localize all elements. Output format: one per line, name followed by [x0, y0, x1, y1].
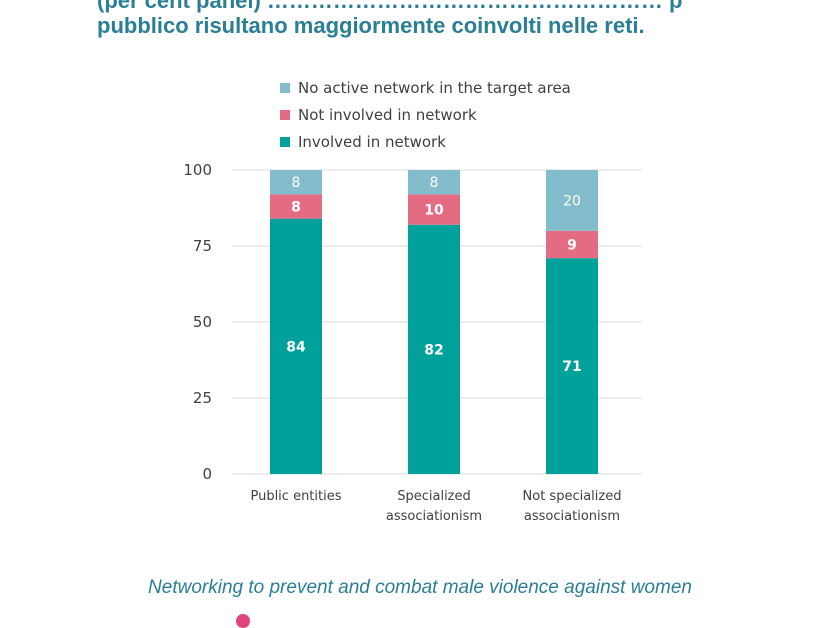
legend-entry: No active network in the target area: [298, 79, 571, 97]
x-axis-ticks: Public entities Specialized associationism…: [250, 489, 621, 524]
bar-segment: [408, 170, 460, 195]
bar-segment: [408, 224, 460, 474]
y-tick-label: 0: [202, 465, 212, 483]
stacked-bar-chart: 0 25 50 75 100 84 8 8 82 10 8 71 9 20 Public entitie…: [183, 79, 642, 524]
y-tick-label: 50: [193, 313, 212, 331]
data-label: 20: [563, 193, 581, 209]
y-tick-label: 100: [183, 161, 212, 179]
bar-segment: [270, 218, 322, 474]
data-label: 8: [291, 199, 301, 215]
legend-swatch: [280, 83, 290, 93]
header-title: pubblico risultano maggiormente coinvolt…: [97, 13, 645, 38]
data-label: 9: [567, 237, 577, 253]
x-tick-label: Specialized: [397, 489, 471, 504]
x-tick-label: Public entities: [250, 489, 341, 504]
data-label: 71: [562, 359, 581, 375]
legend-entry: Not involved in network: [298, 106, 477, 124]
bar-segment: [546, 230, 598, 259]
data-label: 84: [286, 339, 306, 355]
data-label: 8: [430, 175, 439, 191]
y-axis-ticks: 0 25 50 75 100: [183, 161, 212, 483]
y-tick-label: 75: [193, 237, 212, 255]
data-label: 82: [424, 342, 443, 358]
legend-swatch: [280, 110, 290, 120]
data-label: 8: [292, 175, 301, 191]
logo-mark: [236, 614, 250, 628]
data-label: 10: [424, 203, 444, 219]
legend-entry: Involved in network: [298, 133, 446, 151]
x-tick-label: associationism: [524, 509, 620, 524]
bars: 84 8 8 82 10 8 71 9 20: [270, 170, 598, 474]
legend-swatch: [280, 137, 290, 147]
bar-segment: [270, 170, 322, 195]
bar-segment: [270, 194, 322, 219]
bar-segment: [408, 194, 460, 225]
bar-segment: [546, 258, 598, 474]
x-tick-label: associationism: [386, 509, 482, 524]
legend: No active network in the target area Not …: [280, 79, 571, 151]
header-title-top: (per cent panel) ……………………………………………… p: [97, 0, 683, 13]
bar-segment: [546, 170, 598, 231]
x-tick-label: Not specialized: [523, 489, 622, 504]
footer-caption: Networking to prevent and combat male vi…: [148, 577, 692, 598]
y-tick-label: 25: [193, 389, 212, 407]
